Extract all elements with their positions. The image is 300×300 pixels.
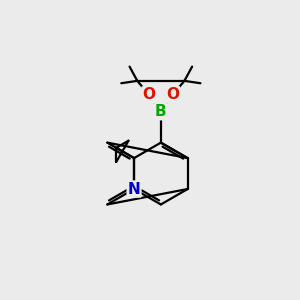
- Text: N: N: [128, 182, 140, 196]
- Text: O: O: [142, 87, 155, 102]
- Text: B: B: [155, 104, 167, 119]
- Text: O: O: [166, 87, 179, 102]
